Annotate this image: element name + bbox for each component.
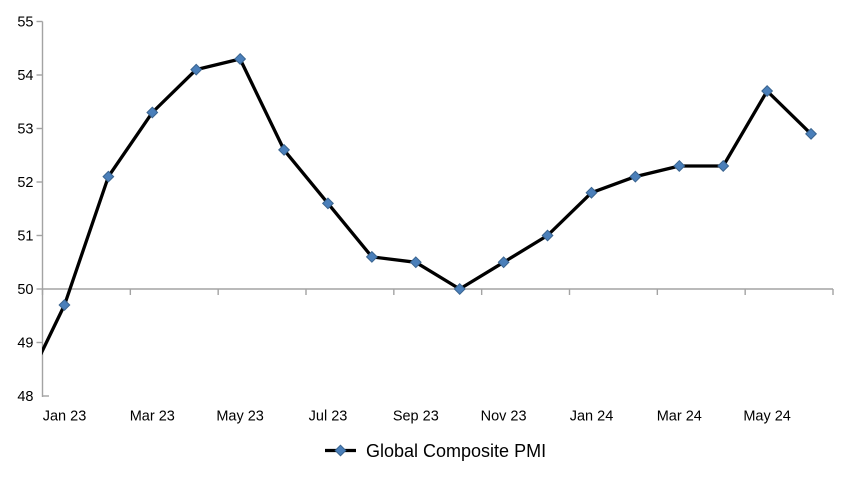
data-point-marker <box>673 159 686 172</box>
x-axis-tick-label: May 23 <box>216 409 264 425</box>
y-axis-tick-label: 48 <box>17 389 33 405</box>
data-point-marker <box>761 85 774 98</box>
axes-layer <box>36 20 834 397</box>
data-point-marker <box>453 282 466 296</box>
data-point-marker <box>146 106 159 119</box>
data-point-marker <box>585 186 598 199</box>
data-point-marker <box>278 143 291 156</box>
y-axis-tick-label: 55 <box>17 15 33 31</box>
data-point-marker <box>497 256 510 269</box>
x-axis-tick-label: May 24 <box>743 409 791 425</box>
x-axis-tick-label: Jan 24 <box>570 409 614 425</box>
data-point-marker <box>102 170 115 183</box>
x-axis-tick-label: Mar 24 <box>657 409 702 425</box>
x-axis-tick-label: Jul 23 <box>309 409 348 425</box>
data-point-marker <box>629 170 642 183</box>
y-axis-tick-label: 50 <box>17 282 33 298</box>
series-layer <box>42 52 818 356</box>
data-point-marker <box>321 197 334 210</box>
y-axis-tick-label: 53 <box>17 122 33 138</box>
pmi-series-line <box>42 57 813 356</box>
chart-legend: Global Composite PMI <box>325 441 546 461</box>
data-point-marker <box>805 127 818 140</box>
legend-label: Global Composite PMI <box>366 441 546 461</box>
data-point-marker <box>190 63 203 76</box>
y-axis-tick-label: 54 <box>17 68 33 84</box>
label-layer: 48 49 50 51 52 53 54 55 Jan 23 Mar 23 May 23 Jul 23… <box>17 15 791 425</box>
data-point-marker <box>234 52 247 65</box>
x-axis-tick-label: Sep 23 <box>393 409 439 425</box>
y-axis-tick-label: 49 <box>17 336 33 352</box>
legend-marker-icon <box>334 444 347 457</box>
x-axis-tick-label: Jan 23 <box>43 409 87 425</box>
x-axis-tick-label: Nov 23 <box>481 409 527 425</box>
data-point-marker <box>409 256 422 269</box>
data-point-marker <box>58 299 71 312</box>
data-point-marker <box>365 250 378 263</box>
x-axis-tick-label: Mar 23 <box>130 409 175 425</box>
y-axis-tick-label: 51 <box>17 229 33 245</box>
y-axis-tick-label: 52 <box>17 175 33 191</box>
data-point-marker <box>717 159 730 172</box>
data-point-marker <box>541 229 554 242</box>
